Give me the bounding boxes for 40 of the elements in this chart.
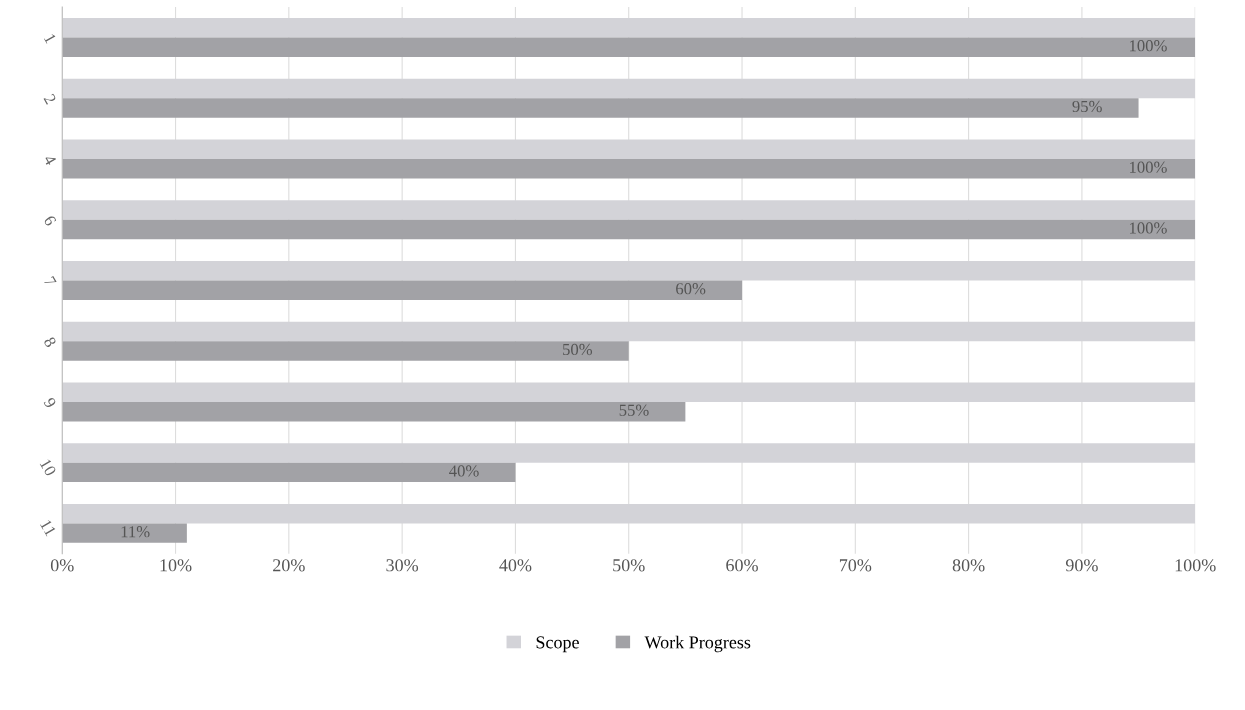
bar: [62, 341, 629, 361]
y-tick-label: 4: [43, 153, 57, 166]
data-label: 100%: [1130, 222, 1167, 234]
y-tick-label: 11: [40, 519, 57, 537]
bar: [62, 98, 1139, 118]
bar: [62, 401, 686, 422]
data-label: 100%: [1130, 40, 1167, 52]
x-tick-label: 0%: [50, 559, 74, 572]
x-tick-label: 30%: [386, 559, 419, 572]
data-label: 40%: [449, 465, 479, 477]
x-tick-label: 100%: [1175, 559, 1216, 572]
x-tick-label: 60%: [726, 559, 758, 572]
x-tick-label: 40%: [499, 559, 532, 572]
y-tick-label: 10: [39, 458, 57, 477]
bar: [62, 523, 187, 543]
data-label: 95%: [1072, 100, 1102, 113]
y-tick-label: 6: [43, 214, 57, 227]
data-label: 11%: [121, 526, 150, 538]
bar: [62, 158, 1196, 179]
x-tick-label: 70%: [839, 559, 872, 572]
y-tick-label: 7: [43, 275, 57, 288]
bar: [62, 219, 1196, 240]
y-tick-label: 1: [43, 33, 57, 44]
bar: [62, 37, 1196, 57]
bar: [62, 280, 743, 300]
y-tick-label: 8: [43, 336, 57, 348]
data-label: 50%: [563, 343, 593, 356]
x-tick-label: 80%: [952, 559, 985, 572]
x-tick-label: 90%: [1065, 559, 1098, 572]
y-tick-label: 2: [43, 93, 57, 105]
legend-label: Scope: [536, 636, 579, 653]
data-label: 55%: [619, 404, 649, 416]
legend-label: Work Progress: [644, 635, 751, 653]
x-tick-label: 10%: [160, 559, 192, 572]
data-label: 60%: [676, 283, 706, 295]
bar: [62, 462, 516, 483]
data-label: 100%: [1130, 161, 1167, 173]
y-tick-label: 9: [43, 396, 57, 409]
x-tick-label: 50%: [613, 559, 645, 572]
x-tick-label: 20%: [273, 559, 305, 572]
